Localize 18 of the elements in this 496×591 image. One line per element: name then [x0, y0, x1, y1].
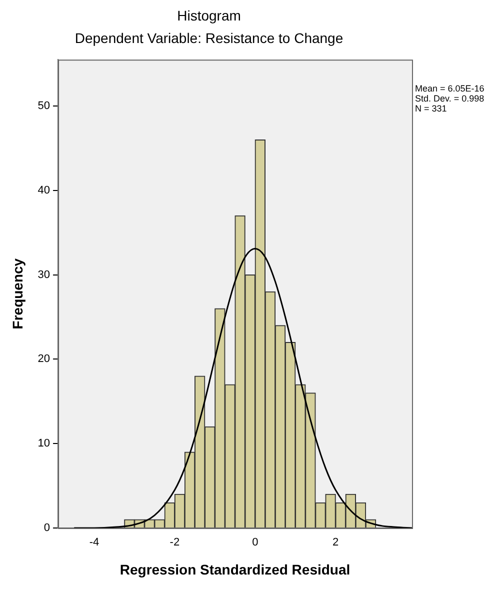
x-tick-label: -4	[89, 536, 100, 549]
text: N = 331	[415, 104, 447, 114]
y-tick-label: 50	[38, 100, 50, 112]
y-tick-label: 30	[38, 268, 50, 281]
x-tick-label: -2	[170, 536, 180, 549]
y-tick-label: 10	[38, 438, 50, 450]
y-tick-label: 0	[44, 522, 50, 534]
text: Std. Dev. = 0.998	[415, 94, 484, 104]
x-axis-title: Regression Standardized Residual	[120, 561, 350, 578]
line-series	[73, 248, 412, 528]
y-tick-label: 40	[38, 184, 50, 196]
text: Mean = 6.05E-16	[415, 84, 484, 94]
x-tick-label: 0	[252, 536, 258, 549]
y-tick-label: 20	[38, 353, 50, 366]
x-tick-label: 2	[332, 536, 339, 549]
y-axis-title: Frequency	[9, 258, 26, 330]
chart-subtitle: Dependent Variable: Resistance to Change	[74, 30, 344, 46]
chart-title: Histogram	[177, 7, 241, 24]
